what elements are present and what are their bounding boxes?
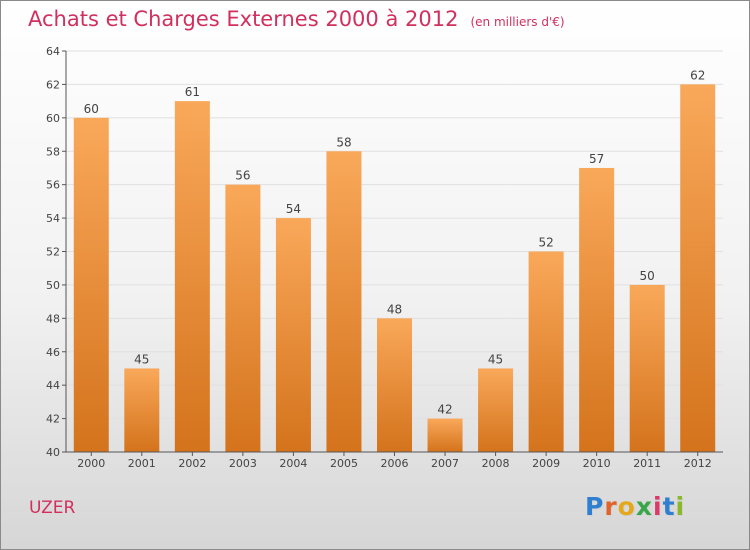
x-tick-label: 2011 bbox=[633, 457, 661, 470]
logo-letter: x bbox=[635, 492, 653, 521]
bar bbox=[377, 318, 412, 452]
y-tick-label: 46 bbox=[46, 346, 60, 359]
data-label: 48 bbox=[387, 302, 402, 316]
x-tick-label: 2008 bbox=[482, 457, 510, 470]
y-tick-label: 44 bbox=[46, 379, 60, 392]
bar bbox=[124, 368, 160, 452]
data-label: 45 bbox=[488, 352, 503, 366]
data-label: 54 bbox=[286, 202, 301, 216]
logo-letter: r bbox=[604, 492, 618, 521]
bar bbox=[579, 167, 615, 453]
bar bbox=[326, 151, 362, 452]
data-label: 56 bbox=[235, 169, 250, 183]
y-tick-label: 60 bbox=[46, 112, 60, 125]
bar bbox=[174, 101, 210, 452]
x-tick-label: 2005 bbox=[330, 457, 358, 470]
place-name: UZER bbox=[29, 498, 76, 518]
bar bbox=[73, 117, 109, 452]
x-tick-label: 2003 bbox=[229, 457, 257, 470]
logo-letter: i bbox=[653, 492, 663, 521]
y-tick-label: 64 bbox=[46, 45, 60, 58]
x-tick-label: 2000 bbox=[77, 457, 105, 470]
y-tick-label: 56 bbox=[46, 179, 60, 192]
x-tick-label: 2009 bbox=[532, 457, 560, 470]
bars bbox=[73, 84, 716, 453]
y-tick-label: 58 bbox=[46, 145, 60, 158]
bar bbox=[478, 368, 514, 452]
chart-subtitle: (en milliers d'€) bbox=[470, 15, 565, 29]
bar bbox=[225, 184, 261, 452]
logo-letter: t bbox=[662, 492, 676, 521]
logo-letter: i bbox=[675, 492, 686, 521]
y-tick-label: 50 bbox=[46, 279, 60, 292]
data-label: 42 bbox=[437, 403, 452, 417]
bar bbox=[528, 251, 564, 452]
y-tick-label: 52 bbox=[46, 246, 60, 259]
logo-letter: o bbox=[617, 492, 636, 521]
x-tick-label: 2006 bbox=[381, 457, 409, 470]
data-label: 57 bbox=[589, 152, 604, 166]
data-label: 50 bbox=[640, 269, 655, 283]
bar bbox=[629, 284, 665, 452]
proxiti-logo[interactable]: Proxiti bbox=[585, 492, 685, 521]
bar bbox=[275, 218, 311, 452]
y-tick-label: 40 bbox=[46, 446, 60, 459]
x-tick-label: 2007 bbox=[431, 457, 459, 470]
axes: 40 42 44 46 48 50 52 54 56 58 60 62 64 2000 2001 2002 20… bbox=[46, 45, 723, 470]
data-label: 45 bbox=[134, 352, 149, 366]
y-tick-label: 62 bbox=[46, 78, 60, 91]
data-label: 52 bbox=[538, 236, 553, 250]
x-tick-label: 2012 bbox=[684, 457, 712, 470]
logo-letter: P bbox=[585, 492, 605, 521]
data-label: 60 bbox=[84, 102, 99, 116]
x-tick-label: 2010 bbox=[583, 457, 611, 470]
bar bbox=[427, 418, 463, 452]
data-label: 58 bbox=[336, 135, 351, 149]
x-tick-label: 2004 bbox=[279, 457, 307, 470]
bar bbox=[680, 84, 716, 453]
chart-title: Achats et Charges Externes 2000 à 2012 (e… bbox=[28, 7, 565, 31]
data-label: 62 bbox=[690, 68, 705, 82]
x-tick-label: 2001 bbox=[128, 457, 156, 470]
data-label: 61 bbox=[185, 85, 200, 99]
y-tick-label: 42 bbox=[46, 413, 60, 426]
x-tick-label: 2002 bbox=[178, 457, 206, 470]
chart-title-text: Achats et Charges Externes 2000 à 2012 bbox=[28, 7, 459, 31]
y-tick-label: 48 bbox=[46, 312, 60, 325]
y-tick-label: 54 bbox=[46, 212, 60, 225]
data-labels: 60 45 61 56 54 58 48 42 45 52 57 50 62 bbox=[84, 68, 706, 416]
